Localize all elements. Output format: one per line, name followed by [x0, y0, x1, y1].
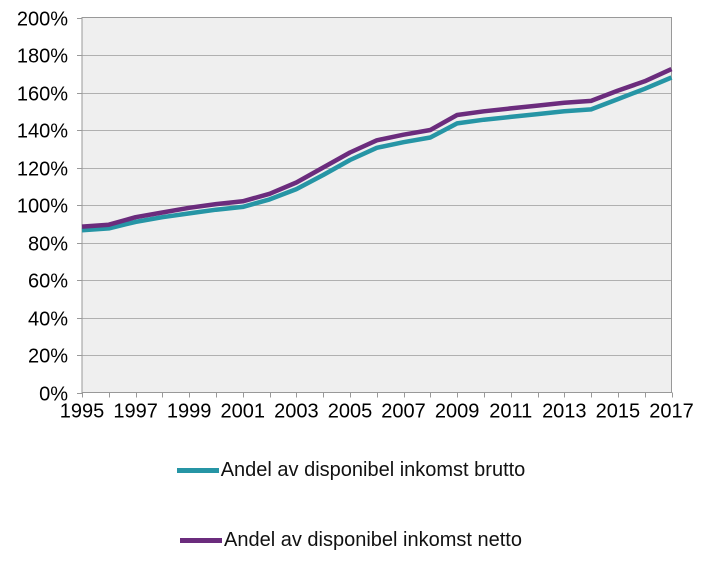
legend-label-brutto: Andel av disponibel inkomst brutto	[220, 458, 526, 481]
plot-border	[81, 16, 673, 394]
line-chart: 0% 20% 40% 60% 80% 100% 120% 140% 160% 180% 200% 19…	[17, 9, 694, 423]
x-axis-label: 2011	[489, 401, 532, 423]
legend-item-netto: Andel av disponibel inkomst netto	[180, 526, 522, 554]
y-axis-label: 120%	[17, 159, 68, 181]
x-axis-label: 1995	[60, 401, 105, 423]
y-axis-label: 160%	[17, 84, 68, 106]
x-axis-label: 1999	[167, 401, 212, 423]
x-axis-label: 2007	[381, 401, 426, 423]
x-axis-label: 2017	[649, 401, 694, 423]
legend-item-brutto: Andel av disponibel inkomst brutto	[176, 456, 526, 484]
x-axis-label: 1997	[113, 401, 158, 423]
legend-line-swatch-brutto	[176, 467, 219, 473]
x-axis-label: 2015	[596, 401, 641, 423]
y-axis-label: 40%	[28, 309, 68, 331]
x-axis-label: 2001	[221, 401, 266, 423]
series-line-netto	[81, 67, 673, 229]
y-axis-label: 100%	[17, 196, 68, 218]
y-axis-label: 20%	[28, 346, 68, 368]
legend-line-swatch-netto	[180, 537, 223, 543]
y-axis-label: 60%	[28, 271, 68, 293]
legend-label-netto: Andel av disponibel inkomst netto	[224, 528, 522, 551]
x-axis-label: 2003	[274, 401, 319, 423]
series-line-brutto	[81, 75, 673, 233]
y-axis-label: 140%	[17, 121, 68, 143]
chart-legend: Andel av disponibel inkomst brutto Andel…	[0, 456, 702, 554]
y-axis-label: 0%	[39, 384, 68, 406]
y-axis-label: 180%	[17, 46, 68, 68]
x-axis-label: 2013	[542, 401, 587, 423]
y-axis-label: 80%	[28, 234, 68, 256]
y-axis-label: 200%	[17, 9, 68, 31]
x-axis-label: 2009	[435, 401, 480, 423]
x-axis-label: 2005	[328, 401, 373, 423]
